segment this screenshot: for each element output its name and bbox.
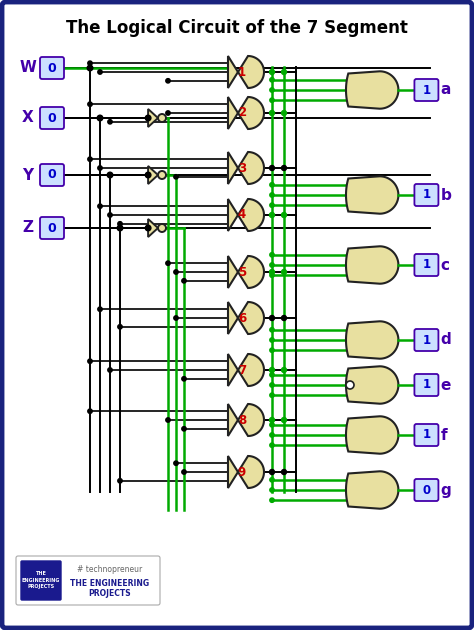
Text: THE
ENGINEERING
PROJECTS: THE ENGINEERING PROJECTS xyxy=(22,571,60,588)
Circle shape xyxy=(158,224,166,232)
Circle shape xyxy=(98,307,102,311)
Circle shape xyxy=(108,368,112,372)
Circle shape xyxy=(182,470,186,474)
Circle shape xyxy=(98,166,102,170)
Text: X: X xyxy=(22,110,34,125)
Circle shape xyxy=(107,172,113,178)
Circle shape xyxy=(270,498,274,502)
Polygon shape xyxy=(228,256,264,288)
Circle shape xyxy=(270,443,274,447)
Text: 1: 1 xyxy=(422,333,430,347)
Circle shape xyxy=(166,261,170,265)
Text: e: e xyxy=(440,377,451,392)
Polygon shape xyxy=(228,199,264,231)
Circle shape xyxy=(282,270,286,275)
FancyBboxPatch shape xyxy=(414,374,438,396)
Circle shape xyxy=(182,278,186,283)
Circle shape xyxy=(270,183,274,187)
Circle shape xyxy=(270,348,274,352)
Circle shape xyxy=(118,222,122,226)
FancyBboxPatch shape xyxy=(40,164,64,186)
Polygon shape xyxy=(346,246,399,284)
Circle shape xyxy=(282,316,286,321)
Circle shape xyxy=(270,338,274,342)
Circle shape xyxy=(166,418,170,422)
Text: W: W xyxy=(19,60,36,76)
Circle shape xyxy=(158,114,166,122)
Circle shape xyxy=(108,213,112,217)
Circle shape xyxy=(282,367,286,372)
Circle shape xyxy=(118,479,122,483)
Circle shape xyxy=(158,171,166,179)
FancyBboxPatch shape xyxy=(414,79,438,101)
Circle shape xyxy=(182,377,186,381)
Text: Z: Z xyxy=(22,220,34,236)
Circle shape xyxy=(166,79,170,83)
Text: 0: 0 xyxy=(47,168,56,181)
Circle shape xyxy=(118,324,122,329)
Circle shape xyxy=(270,193,274,197)
Text: 1: 1 xyxy=(422,258,430,272)
Circle shape xyxy=(108,120,112,124)
Circle shape xyxy=(174,270,178,274)
Circle shape xyxy=(117,225,123,231)
FancyBboxPatch shape xyxy=(40,217,64,239)
FancyBboxPatch shape xyxy=(40,107,64,129)
Text: f: f xyxy=(440,428,447,442)
Text: d: d xyxy=(440,333,451,348)
Circle shape xyxy=(174,175,178,179)
FancyBboxPatch shape xyxy=(21,561,61,600)
Circle shape xyxy=(88,157,92,161)
Circle shape xyxy=(270,110,274,115)
Circle shape xyxy=(282,418,286,423)
Circle shape xyxy=(146,115,151,121)
Text: 1: 1 xyxy=(422,379,430,391)
FancyBboxPatch shape xyxy=(414,479,438,501)
FancyBboxPatch shape xyxy=(16,556,160,605)
Circle shape xyxy=(270,166,274,171)
Circle shape xyxy=(88,102,92,106)
FancyBboxPatch shape xyxy=(414,329,438,351)
Text: 5: 5 xyxy=(238,265,246,278)
Circle shape xyxy=(270,77,274,82)
Circle shape xyxy=(98,70,102,74)
Text: c: c xyxy=(440,258,449,273)
Text: Y: Y xyxy=(22,168,34,183)
Polygon shape xyxy=(228,404,264,436)
Circle shape xyxy=(174,316,178,320)
Text: The Logical Circuit of the 7 Segment: The Logical Circuit of the 7 Segment xyxy=(66,19,408,37)
Circle shape xyxy=(270,270,274,275)
Circle shape xyxy=(88,359,92,364)
Polygon shape xyxy=(346,471,399,508)
Circle shape xyxy=(174,461,178,466)
Polygon shape xyxy=(148,219,158,237)
Polygon shape xyxy=(346,176,399,214)
Circle shape xyxy=(270,253,274,257)
Polygon shape xyxy=(228,152,264,184)
Text: 1: 1 xyxy=(422,84,430,96)
Text: g: g xyxy=(440,483,451,498)
Text: 0: 0 xyxy=(47,62,56,74)
Text: THE ENGINEERING: THE ENGINEERING xyxy=(71,578,150,588)
Polygon shape xyxy=(346,366,399,404)
Polygon shape xyxy=(228,97,264,129)
Text: 0: 0 xyxy=(47,112,56,125)
Circle shape xyxy=(270,98,274,103)
Polygon shape xyxy=(346,416,399,454)
Text: 1: 1 xyxy=(422,428,430,442)
Circle shape xyxy=(282,69,286,74)
Text: 1: 1 xyxy=(238,66,246,79)
Circle shape xyxy=(270,372,274,377)
Circle shape xyxy=(270,367,274,372)
Circle shape xyxy=(270,316,274,321)
FancyBboxPatch shape xyxy=(40,57,64,79)
Circle shape xyxy=(282,166,286,171)
Polygon shape xyxy=(228,302,264,334)
Polygon shape xyxy=(148,109,158,127)
Circle shape xyxy=(88,409,92,413)
Circle shape xyxy=(270,393,274,398)
FancyBboxPatch shape xyxy=(414,424,438,446)
Circle shape xyxy=(346,381,354,389)
Text: 4: 4 xyxy=(238,209,246,222)
